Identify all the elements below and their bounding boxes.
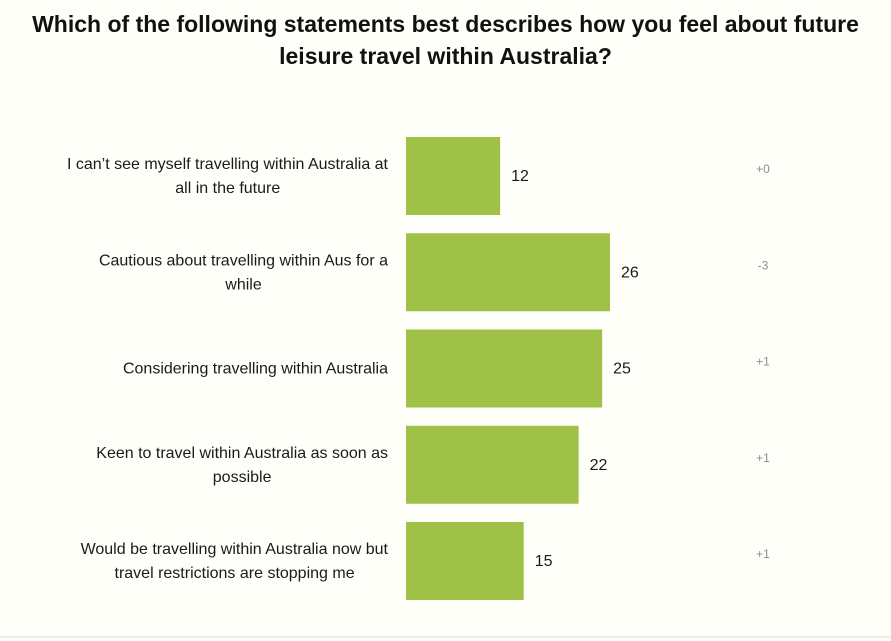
change-label-4: +1 xyxy=(756,547,770,561)
bar-0 xyxy=(406,137,501,215)
chart-title-line-2: leisure travel within Australia? xyxy=(279,43,612,69)
bar-4 xyxy=(406,522,524,600)
bar-3 xyxy=(406,425,579,504)
category-label-4: Would be travelling within Australia now… xyxy=(81,541,389,582)
value-label-4: 15 xyxy=(535,553,553,570)
bottom-divider xyxy=(0,636,891,638)
bar-2 xyxy=(406,329,603,408)
value-label-1: 26 xyxy=(621,264,639,281)
change-label-3: +1 xyxy=(756,451,770,465)
category-label-0: I can’t see myself travelling within Aus… xyxy=(67,156,389,197)
category-label-1: Cautious about travelling within Aus for… xyxy=(99,252,388,293)
category-label-3: Keen to travel within Australia as soon … xyxy=(96,445,388,486)
change-label-1: -3 xyxy=(758,258,769,272)
change-label-0: +0 xyxy=(756,162,770,176)
bar-1 xyxy=(406,233,610,312)
value-label-3: 22 xyxy=(590,457,608,474)
chart-title: Which of the following statements best d… xyxy=(0,8,891,72)
chart-title-line-1: Which of the following statements best d… xyxy=(32,11,859,37)
value-label-2: 25 xyxy=(613,361,631,378)
change-label-2: +1 xyxy=(756,355,770,369)
category-label-2: Considering travelling within Australia xyxy=(123,361,388,378)
value-label-0: 12 xyxy=(511,168,529,185)
